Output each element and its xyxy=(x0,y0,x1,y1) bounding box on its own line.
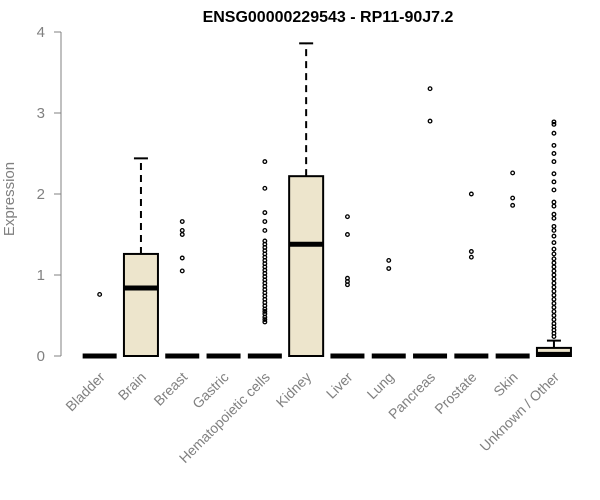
outlier-point xyxy=(551,272,557,278)
outlier-point xyxy=(179,232,185,237)
outlier-point xyxy=(551,264,557,270)
box-lung xyxy=(371,257,406,359)
outlier-point xyxy=(551,284,557,290)
x-tick-label: Bladder xyxy=(62,369,108,415)
box-group xyxy=(82,42,572,359)
box-prostate xyxy=(454,191,489,359)
outlier-point xyxy=(510,202,516,208)
x-tick-label: Prostate xyxy=(431,369,479,417)
outlier-point xyxy=(179,219,185,224)
x-tick-label: Breast xyxy=(150,369,190,409)
outlier-point xyxy=(551,179,557,185)
outlier-point xyxy=(386,257,392,263)
outlier-point xyxy=(551,142,557,148)
outlier-point xyxy=(179,227,185,233)
outlier-point xyxy=(262,317,268,322)
outlier-point xyxy=(551,251,557,257)
y-tick-label: 4 xyxy=(37,24,45,41)
box-hematopoietic-cells xyxy=(247,159,282,359)
y-tick-label: 1 xyxy=(37,267,45,284)
outlier-point xyxy=(551,292,557,298)
outlier-point xyxy=(510,170,516,176)
outlier-point xyxy=(551,130,557,136)
outlier-point xyxy=(468,249,474,254)
outlier-point xyxy=(551,317,557,322)
x-tick-label: Brain xyxy=(115,369,149,403)
outlier-point xyxy=(179,255,185,261)
x-tick-label: Liver xyxy=(323,369,356,402)
outlier-point xyxy=(345,232,350,237)
box-breast xyxy=(165,219,200,359)
outlier-point xyxy=(551,313,557,318)
outlier-point xyxy=(262,238,268,244)
outlier-point xyxy=(551,227,557,233)
outlier-point xyxy=(468,191,474,197)
outlier-point xyxy=(551,159,557,165)
outlier-point xyxy=(551,215,557,221)
outlier-point xyxy=(551,203,557,209)
box-bladder xyxy=(82,291,117,359)
outlier-point xyxy=(262,219,268,224)
outlier-point xyxy=(551,304,557,310)
outlier-point xyxy=(551,223,557,229)
box-iqr xyxy=(288,175,325,357)
outlier-point xyxy=(551,260,557,266)
outlier-point xyxy=(551,151,557,156)
outlier-point xyxy=(551,309,557,314)
outlier-point xyxy=(262,309,268,314)
outlier-point xyxy=(551,300,557,306)
outlier-point xyxy=(551,233,557,239)
outlier-point xyxy=(551,240,557,246)
outlier-point xyxy=(468,254,474,260)
outlier-point xyxy=(551,280,557,286)
outlier-point xyxy=(551,321,557,327)
outlier-point xyxy=(345,214,350,220)
y-axis: 0 1 2 3 4 xyxy=(37,24,62,365)
box-iqr xyxy=(122,252,159,357)
box-kidney xyxy=(288,42,325,357)
outlier-point xyxy=(262,210,268,216)
outlier-point xyxy=(551,171,557,177)
x-tick-label: Kidney xyxy=(273,369,315,411)
outlier-point xyxy=(510,195,516,201)
chart-title: ENSG00000229543 - RP11-90J7.2 xyxy=(203,9,454,26)
outlier-point xyxy=(427,86,433,92)
outlier-point xyxy=(551,246,557,252)
outlier-point xyxy=(386,266,392,271)
box-liver xyxy=(330,214,365,359)
outlier-point xyxy=(97,291,103,297)
outlier-point xyxy=(551,276,557,282)
box-pancreas xyxy=(413,86,448,359)
outlier-point xyxy=(427,118,433,124)
y-tick-label: 2 xyxy=(37,186,45,203)
y-tick-label: 3 xyxy=(37,105,45,122)
outlier-point xyxy=(551,121,557,127)
outlier-point xyxy=(551,268,557,274)
outlier-point xyxy=(551,256,557,262)
outlier-point xyxy=(262,227,268,233)
outlier-point xyxy=(551,296,557,302)
x-tick-label: Skin xyxy=(490,369,521,400)
outlier-point xyxy=(551,288,557,294)
x-tick-label: Lung xyxy=(364,369,397,402)
outlier-point xyxy=(551,211,557,217)
box-unknown-other xyxy=(535,119,572,357)
outlier-point xyxy=(262,319,268,325)
outlier-point xyxy=(345,275,350,281)
outlier-point xyxy=(262,311,268,317)
outlier-point xyxy=(551,119,557,125)
outlier-point xyxy=(262,159,268,165)
box-brain xyxy=(122,157,159,357)
outlier-point xyxy=(262,185,268,191)
y-axis-label: Expression xyxy=(1,162,18,236)
outlier-point xyxy=(551,199,557,205)
outlier-point xyxy=(551,187,557,193)
box-skin xyxy=(495,170,530,359)
outlier-point xyxy=(179,268,185,274)
y-tick-label: 0 xyxy=(37,348,45,365)
